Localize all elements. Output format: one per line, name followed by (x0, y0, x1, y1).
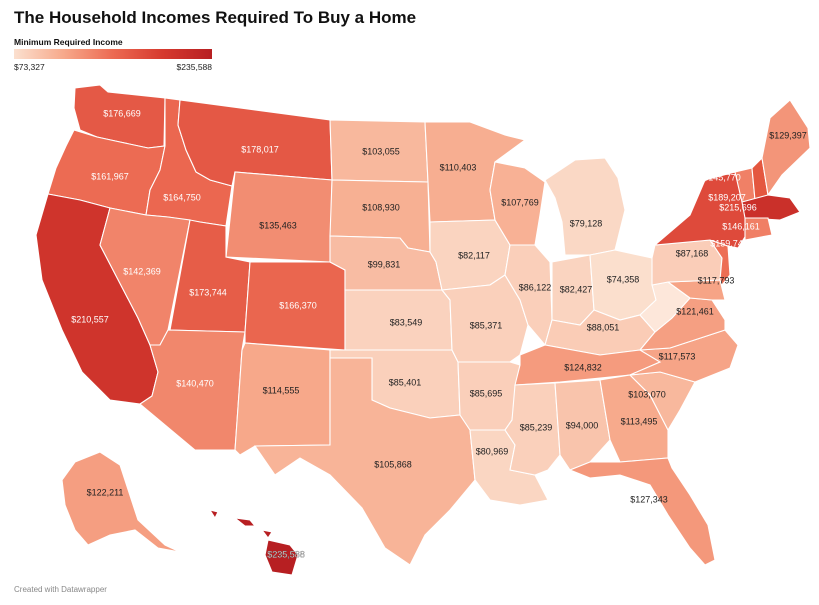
state-label-vt: $145,770 (703, 172, 741, 182)
state-ct (744, 217, 773, 241)
state-label-ut: $173,744 (189, 287, 227, 297)
state-label-la: $80,969 (476, 446, 509, 456)
state-label-tn: $124,832 (564, 362, 602, 372)
state-label-tx: $105,868 (374, 459, 412, 469)
state-label-nm: $114,555 (263, 385, 300, 395)
state-label-ma: $215,696 (719, 202, 757, 212)
state-hi (208, 509, 299, 576)
legend-color-scale (14, 49, 212, 59)
state-ak (61, 451, 181, 553)
state-label-ky: $88,051 (587, 322, 620, 332)
state-label-sc: $103,070 (628, 389, 666, 399)
state-label-va: $121,461 (676, 306, 714, 316)
state-wy (225, 171, 333, 263)
state-label-mo: $85,371 (470, 320, 503, 330)
state-label-ak: $122,211 (87, 487, 124, 497)
state-fl (568, 457, 716, 566)
state-label-co: $166,370 (279, 300, 317, 310)
state-label-ca: $210,557 (71, 314, 109, 324)
state-mi (544, 157, 626, 256)
state-value-labels: $176,669 $161,967 $210,557 $164,750 $142,369… (71, 108, 807, 559)
state-label-fl: $127,343 (630, 494, 668, 504)
state-label-mi: $79,128 (570, 218, 603, 228)
state-label-wy: $135,463 (259, 220, 297, 230)
state-label-ks: $83,549 (390, 317, 423, 327)
state-label-nd: $103,055 (362, 146, 400, 156)
state-label-nc: $117,573 (659, 351, 696, 361)
state-nm (234, 342, 331, 456)
state-label-ny: $189,207 (708, 192, 746, 202)
state-label-wa: $176,669 (103, 108, 141, 118)
legend-title: Minimum Required Income (14, 37, 123, 47)
state-label-pa: $87,168 (676, 248, 709, 258)
legend-max-label: $235,588 (176, 62, 212, 72)
state-label-md: $117,793 (698, 275, 735, 285)
state-label-me: $129,397 (769, 130, 807, 140)
state-label-az: $140,470 (176, 378, 214, 388)
state-az (139, 329, 246, 451)
state-label-mn: $110,403 (440, 162, 477, 172)
state-label-wi: $107,769 (501, 197, 539, 207)
state-label-in: $82,427 (560, 284, 593, 294)
state-label-ct: $146,161 (722, 221, 760, 231)
state-label-ms: $85,239 (520, 422, 553, 432)
state-label-il: $86,122 (519, 282, 552, 292)
state-shapes (35, 84, 811, 576)
state-label-id: $164,750 (163, 192, 201, 202)
state-label-hi: $235,588 (267, 549, 305, 559)
state-label-nv: $142,369 (123, 266, 161, 276)
state-label-ok: $85,401 (389, 377, 422, 387)
state-label-ne: $99,831 (368, 259, 401, 269)
state-label-mt: $178,017 (241, 144, 279, 154)
state-label-nj: $159,744 (710, 238, 748, 248)
state-label-ga: $113,495 (621, 416, 658, 426)
state-label-oh: $74,358 (607, 274, 640, 284)
state-label-al: $94,000 (566, 420, 599, 430)
legend-min-label: $73,327 (14, 62, 45, 72)
state-label-ar: $85,695 (470, 388, 503, 398)
state-label-sd: $108,930 (362, 202, 400, 212)
state-label-or: $161,967 (91, 171, 129, 181)
credit-line: Created with Datawrapper (14, 585, 107, 594)
map-title: The Household Incomes Required To Buy a … (14, 8, 417, 27)
state-me (761, 99, 811, 197)
state-label-ia: $82,117 (458, 250, 490, 260)
